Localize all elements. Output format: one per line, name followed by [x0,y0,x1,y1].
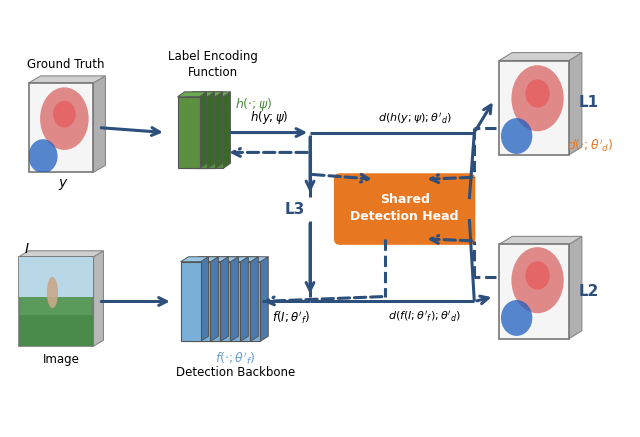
Bar [230,262,250,341]
Polygon shape [180,257,209,262]
Ellipse shape [40,87,88,150]
Polygon shape [19,251,104,257]
Text: $f(I;\theta'_f)$: $f(I;\theta'_f)$ [272,309,310,326]
Polygon shape [223,92,230,168]
Polygon shape [250,257,259,341]
Bar [193,97,216,168]
Polygon shape [220,257,248,262]
Bar [19,257,93,297]
Ellipse shape [28,139,58,173]
Polygon shape [241,257,248,341]
Polygon shape [569,52,582,155]
Bar [211,262,230,341]
Polygon shape [220,257,228,341]
Polygon shape [200,257,228,262]
Bar [241,262,260,341]
Bar [186,97,207,168]
Text: L2: L2 [579,284,599,299]
Polygon shape [178,92,207,97]
Text: $d(\cdot;\theta'_d)$: $d(\cdot;\theta'_d)$ [568,137,614,154]
Ellipse shape [511,65,564,131]
Text: $I$: $I$ [24,242,29,256]
Polygon shape [499,236,582,244]
Text: L3: L3 [285,201,305,217]
Bar [178,97,200,168]
Text: $d(f(I;\theta'_f);\theta'_d)$: $d(f(I;\theta'_f);\theta'_d)$ [388,309,461,324]
Polygon shape [211,257,218,341]
Polygon shape [202,92,230,97]
Polygon shape [93,76,106,172]
Ellipse shape [525,261,550,290]
Polygon shape [207,92,214,168]
Text: $h(\cdot;\psi)$: $h(\cdot;\psi)$ [236,96,273,113]
Text: $y$: $y$ [58,177,68,192]
Polygon shape [186,92,214,97]
Polygon shape [216,92,223,168]
Ellipse shape [47,277,58,308]
Bar [19,257,93,346]
Ellipse shape [53,101,76,128]
Polygon shape [93,251,104,346]
Bar [499,244,569,339]
Polygon shape [211,257,238,262]
Text: Shared: Shared [380,193,429,206]
Bar [220,262,241,341]
Text: Image: Image [43,353,79,366]
Polygon shape [569,236,582,339]
Polygon shape [241,257,268,262]
Text: Detection Head: Detection Head [350,209,459,222]
Ellipse shape [501,300,532,336]
Bar [19,315,93,346]
Bar [29,83,93,172]
Text: $f(\cdot;\theta'_f)$: $f(\cdot;\theta'_f)$ [215,351,256,368]
Text: Detection Backbone: Detection Backbone [176,365,295,378]
Polygon shape [200,257,209,341]
Text: Label Encoding
Function: Label Encoding Function [168,51,257,80]
Polygon shape [191,257,218,262]
Polygon shape [200,92,207,168]
Bar [180,262,200,341]
Polygon shape [193,92,223,97]
Text: Ground Truth: Ground Truth [28,59,105,72]
FancyBboxPatch shape [334,173,476,245]
Text: $h(y;\psi)$: $h(y;\psi)$ [250,108,289,125]
Polygon shape [230,257,238,341]
Polygon shape [230,257,259,262]
Text: L1: L1 [579,95,599,110]
Bar [202,97,223,168]
Polygon shape [29,76,106,83]
Ellipse shape [511,247,564,313]
Bar [499,60,569,155]
Ellipse shape [501,118,532,154]
Ellipse shape [525,80,550,108]
Bar [200,262,220,341]
Polygon shape [499,52,582,60]
Text: $d(h(y;\psi);\theta'_d)$: $d(h(y;\psi);\theta'_d)$ [378,111,451,125]
Bar [191,262,211,341]
Polygon shape [260,257,268,341]
